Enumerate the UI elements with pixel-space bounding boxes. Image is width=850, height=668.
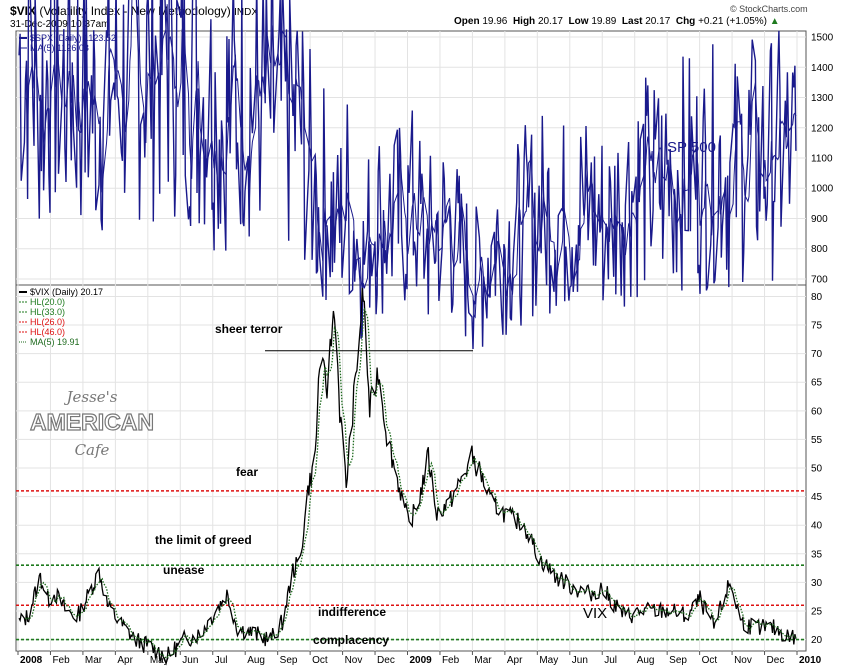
horizontal-lines xyxy=(16,490,806,641)
spx-legend-label: $SPX (Daily) 1123.52 xyxy=(30,33,116,43)
spx-ma-legend-label: MA(5) 1126.08 xyxy=(30,43,89,53)
open-value: 19.96 xyxy=(482,16,508,27)
x-tick-label: Jul xyxy=(215,655,228,666)
limit-of-greed-label: the limit of greed xyxy=(155,533,252,547)
x-tick-label: Sep xyxy=(280,655,298,666)
x-tick-label: Jul xyxy=(604,655,617,666)
x-tick-label: 2010 xyxy=(799,655,822,666)
vix-y-tick-label: 40 xyxy=(811,521,823,532)
vix-y-tick-label: 80 xyxy=(811,292,823,303)
jesses-cafe-logo: Jesse's AMERICAN Cafe xyxy=(29,388,154,459)
x-tick-label: Nov xyxy=(734,655,752,666)
chart-datetime: 31-Dec-2009 10:37am xyxy=(10,19,110,30)
vix-y-tick-label: 70 xyxy=(811,349,823,360)
vix-annotation: VIX xyxy=(583,605,607,622)
spx-y-tick-label: 1200 xyxy=(811,123,834,134)
low-value: 19.89 xyxy=(591,16,617,27)
vix-y-tick-label: 20 xyxy=(811,635,823,646)
chg-value: +0.21 (+1.05%) xyxy=(698,16,768,27)
vix-y-tick-label: 65 xyxy=(811,378,823,389)
sp500-annotation: SP 500 xyxy=(667,139,716,156)
watermark: © StockCharts.com xyxy=(730,4,808,14)
spx-y-tick-label: 800 xyxy=(811,244,828,255)
logo-line-1: Jesse's xyxy=(64,388,118,406)
x-tick-label: 2008 xyxy=(20,655,43,666)
x-tick-label: 2009 xyxy=(410,655,433,666)
x-tick-label: Dec xyxy=(767,655,785,666)
open-label: Open xyxy=(454,16,480,27)
last-label: Last xyxy=(621,16,643,27)
spx-price-line xyxy=(18,0,797,350)
hl33-legend-label: HL(33.0) xyxy=(30,307,65,317)
vix-ma-line xyxy=(24,307,797,659)
vix-y-tick-label: 25 xyxy=(811,606,823,617)
gridlines xyxy=(16,31,806,651)
x-tick-label: Aug xyxy=(637,655,655,666)
x-tick-label: Nov xyxy=(345,655,363,666)
fear-label: fear xyxy=(236,465,258,479)
spx-y-tick-label: 900 xyxy=(811,214,828,225)
x-tick-label: Feb xyxy=(52,655,70,666)
x-tick-label: Sep xyxy=(669,655,687,666)
sheer-terror-label: sheer terror xyxy=(215,322,283,336)
vix-price-line xyxy=(18,287,797,666)
x-tick-label: Feb xyxy=(442,655,460,666)
vix-y-tick-label: 30 xyxy=(811,578,823,589)
x-tick-label: Oct xyxy=(702,655,718,666)
hl46-legend-label: HL(46.0) xyxy=(30,327,65,337)
last-value: 20.17 xyxy=(645,16,671,27)
vix-legend: $VIX (Daily) 20.17 HL(20.0) HL(33.0) HL(… xyxy=(19,287,103,347)
vix-series xyxy=(18,287,797,666)
spx-y-tick-label: 700 xyxy=(811,274,828,285)
x-tick-label: Mar xyxy=(474,655,492,666)
vix-y-tick-label: 60 xyxy=(811,406,823,417)
vix-legend-label: $VIX (Daily) 20.17 xyxy=(30,287,103,297)
x-tick-label: May xyxy=(539,655,558,666)
spx-y-tick-label: 1100 xyxy=(811,154,833,165)
vix-y-tick-label: 55 xyxy=(811,435,823,446)
spx-y-tick-label: 1400 xyxy=(811,63,834,74)
x-tick-label: Jun xyxy=(572,655,588,666)
x-tick-label: Dec xyxy=(377,655,395,666)
hl26-legend-label: HL(26.0) xyxy=(30,317,65,327)
x-axis: 2008 Feb Mar Apr May Jun Jul Aug Sep Oct Nov Dec 200… xyxy=(17,651,822,666)
x-tick-label: May xyxy=(150,655,169,666)
complacency-label: complacency xyxy=(313,633,389,647)
high-value: 20.17 xyxy=(537,16,563,27)
vix-y-tick-label: 75 xyxy=(811,321,823,332)
x-tick-label: Oct xyxy=(312,655,328,666)
y-axis: 700 800 900 1000 1100 1200 1300 1400 1500 20 25 30 3… xyxy=(811,33,834,647)
vix-y-tick-label: 50 xyxy=(811,464,823,475)
vix-ma-legend-label: MA(5) 19.91 xyxy=(30,337,80,347)
up-arrow-icon: ▲ xyxy=(769,16,780,27)
x-tick-label: Mar xyxy=(85,655,103,666)
indifference-label: indifference xyxy=(318,605,386,619)
hl20-legend-label: HL(20.0) xyxy=(30,297,65,307)
price-summary: Open 19.96 High 20.17 Low 19.89 Last 20.… xyxy=(454,16,780,27)
logo-line-2: AMERICAN xyxy=(30,409,154,435)
spx-legend: $SPX (Daily) 1123.52 MA(5) 1126.08 xyxy=(19,33,116,53)
x-tick-label: Apr xyxy=(117,655,133,666)
vix-y-tick-label: 45 xyxy=(811,492,823,503)
spx-series xyxy=(18,0,797,350)
x-tick-label: Jun xyxy=(182,655,198,666)
spx-y-tick-label: 1000 xyxy=(811,184,834,195)
spx-y-tick-label: 1300 xyxy=(811,93,834,104)
x-tick-label: Apr xyxy=(507,655,523,666)
spx-y-tick-label: 1500 xyxy=(811,33,834,44)
chg-label: Chg xyxy=(675,16,696,27)
unease-label: unease xyxy=(163,563,205,577)
x-tick-label: Aug xyxy=(247,655,265,666)
logo-line-3: Cafe xyxy=(75,441,110,459)
exchange: INDX xyxy=(234,7,259,18)
symbol: $VIX xyxy=(10,4,37,18)
low-label: Low xyxy=(568,16,589,27)
high-label: High xyxy=(512,16,536,27)
vix-y-tick-label: 35 xyxy=(811,549,823,560)
